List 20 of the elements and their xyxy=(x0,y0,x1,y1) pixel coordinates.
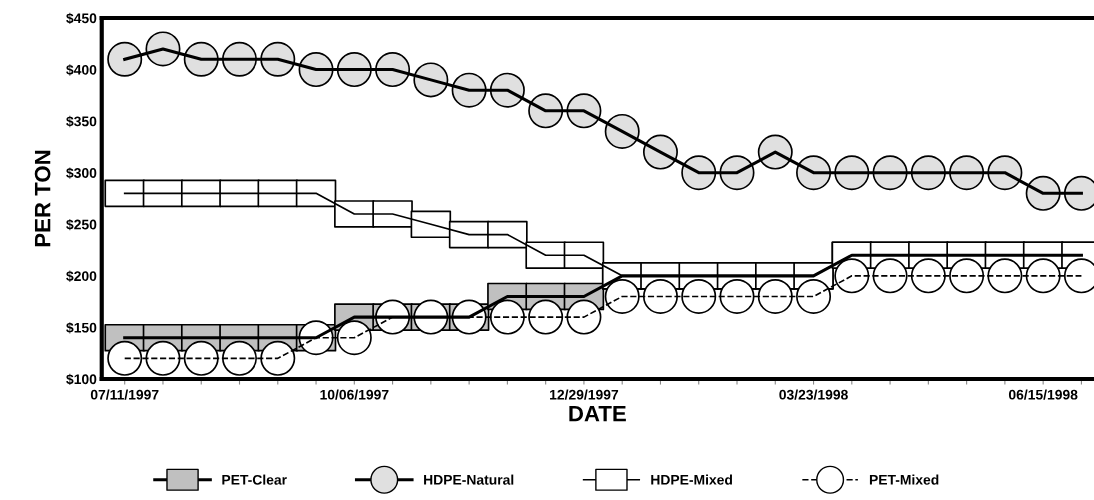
y-tick-label: $450 xyxy=(66,12,97,25)
y-tick-label: $350 xyxy=(66,115,97,128)
y-tick-label: $100 xyxy=(66,373,97,386)
x-tick-label: 07/11/1997 xyxy=(90,389,159,400)
y-tick-label: $250 xyxy=(66,219,97,231)
y-tick-label: $300 xyxy=(66,167,97,179)
y-tick-label: $200 xyxy=(66,270,97,282)
point xyxy=(107,41,143,77)
y-tick-label: $400 xyxy=(66,64,97,76)
legend-label: HDPE-Natural xyxy=(424,474,514,485)
legend-label: PET-Mixed xyxy=(869,474,939,485)
x-tick-label: 10/06/1997 xyxy=(320,389,389,400)
y-tick-label: $150 xyxy=(66,322,97,334)
x-axis-title: DATE xyxy=(569,405,626,422)
y-axis-title: PER TON xyxy=(34,150,51,247)
x-tick-label: 12/29/1997 xyxy=(550,389,619,400)
legend-label: PET-Clear xyxy=(222,474,287,485)
x-tick-label: 03/23/1998 xyxy=(779,389,848,400)
legend-label: HDPE-Mixed xyxy=(651,474,732,485)
x-tick-label: 06/15/1998 xyxy=(1008,389,1078,400)
